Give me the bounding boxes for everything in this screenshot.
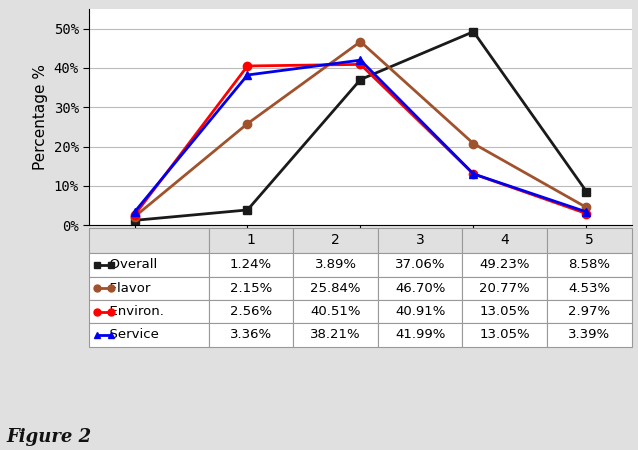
Y-axis label: Percentage %: Percentage % [33, 64, 48, 170]
Text: Figure 2: Figure 2 [6, 428, 91, 446]
